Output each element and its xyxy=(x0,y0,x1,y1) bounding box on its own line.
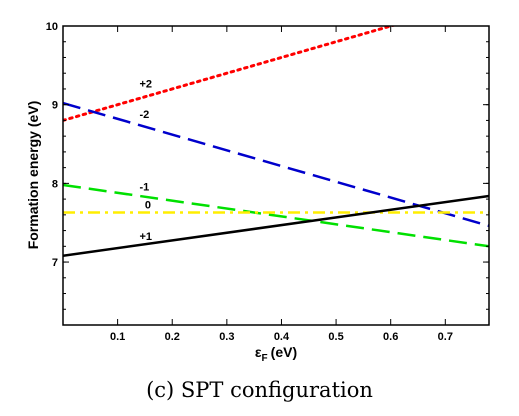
x-tick-label: 0.6 xyxy=(383,331,398,343)
y-tick-label: 10 xyxy=(46,21,58,33)
x-axis-symbol: ε xyxy=(255,344,262,360)
tick-layer: 0.1 0.2 0.3 0.4 0.5 0.6 0.7 7 8 9 10 xyxy=(46,21,489,343)
x-axis-label: εF (eV) xyxy=(255,344,297,364)
series-label-minus2: -2 xyxy=(139,109,149,121)
x-tick-label: 0.2 xyxy=(165,331,180,343)
series-layer xyxy=(63,26,489,257)
series-label-minus1: -1 xyxy=(139,181,149,193)
x-axis-subscript: F xyxy=(262,353,268,364)
y-tick-label: 9 xyxy=(52,100,58,112)
series-line-plus1 xyxy=(63,194,489,257)
x-tick-label: 0.4 xyxy=(274,331,290,343)
plot-frame xyxy=(62,25,490,326)
x-tick-label: 0.5 xyxy=(328,331,343,343)
figure-caption: (c) SPT configuration xyxy=(146,378,373,402)
series-label-plus1: +1 xyxy=(139,231,152,243)
series-line-minus1 xyxy=(63,183,489,248)
series-label-plus2: +2 xyxy=(139,78,152,90)
series-label-0: 0 xyxy=(145,200,151,212)
x-tick-label: 0.7 xyxy=(438,331,453,343)
series-label-layer: +2 -2 -1 0 +1 xyxy=(139,78,152,243)
y-tick-label: 7 xyxy=(52,257,58,269)
y-tick-label: 8 xyxy=(52,178,58,190)
y-axis-label: Formation energy (eV) xyxy=(25,101,41,250)
series-line-plus2 xyxy=(63,26,397,122)
x-tick-label: 0.3 xyxy=(219,331,234,343)
x-axis-unit: (eV) xyxy=(271,344,297,360)
x-tick-label: 0.1 xyxy=(110,331,125,343)
series-line-minus2 xyxy=(63,101,489,228)
formation-energy-chart: +2 -2 -1 0 +1 0.1 0.2 0.3 0.4 0.5 0.6 0.7 7 8 9 10 For… xyxy=(25,21,490,364)
